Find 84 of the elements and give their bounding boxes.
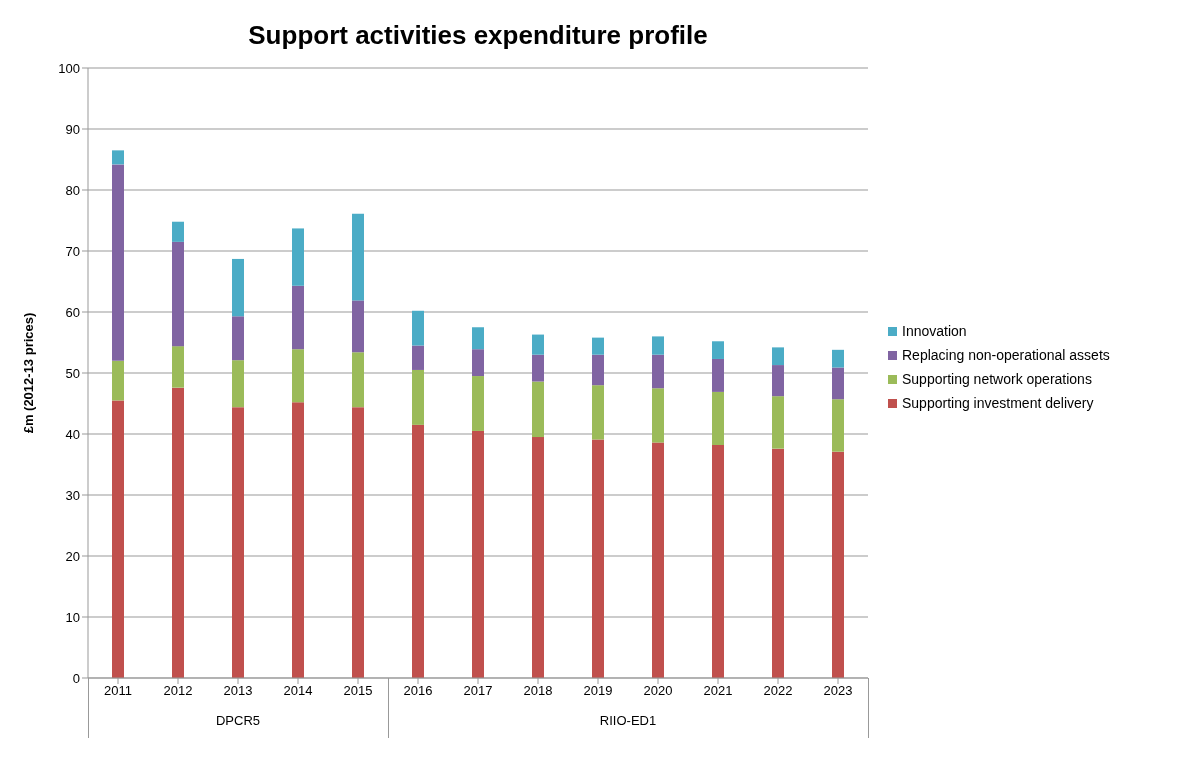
bar [712,358,724,392]
bar [412,310,424,346]
bar [412,369,424,425]
bar [772,347,784,366]
bar [832,349,844,368]
bar [112,360,124,401]
x-tick-label: 2015 [343,683,373,699]
bar [652,442,664,678]
bar [592,354,604,386]
bar [292,349,304,403]
bar [232,360,244,408]
bar [172,387,184,678]
bar [832,367,844,400]
legend-label: Replacing non-operational assets [902,347,1110,363]
y-tick-label: 40 [65,426,80,442]
bar [472,430,484,678]
bar [472,376,484,431]
y-axis-title: £m (2012-13 prices) [20,312,36,434]
bar [652,388,664,443]
x-tick-label: 2017 [463,683,493,699]
bar [532,381,544,438]
bar [532,437,544,678]
y-tick-label: 50 [65,365,80,381]
bar [652,336,664,355]
x-tick-label: 2013 [223,683,253,699]
text: DPCR5 [214,713,262,728]
chart-title: Support activities expenditure profile [247,20,709,51]
legend-label: Innovation [902,323,967,339]
bar [592,439,604,678]
bar [832,399,844,452]
bar [472,349,484,377]
bar [292,228,304,286]
x-tick-label: 2011 [104,683,132,699]
y-tick-label: 30 [65,487,80,503]
bar [112,400,124,678]
bar [712,444,724,678]
bar [772,396,784,449]
x-tick-label: 2014 [283,683,313,699]
text: RIIO-ED1 [598,713,658,728]
bar [772,448,784,678]
y-tick-label: 70 [65,243,80,259]
bar [352,300,364,353]
y-tick-label: 60 [65,304,80,320]
bar [652,354,664,389]
bar [352,407,364,678]
bar [532,354,544,382]
bar [352,213,364,301]
y-tick-label: 20 [65,548,80,564]
bar [292,285,304,350]
x-tick-label: 2019 [583,683,613,699]
bar [412,424,424,678]
legend-label: Supporting investment delivery [902,395,1094,411]
y-tick-label: 90 [65,121,80,137]
bar [172,346,184,388]
bar [472,327,484,350]
bar [352,352,364,408]
bar [112,150,124,165]
legend-label: Supporting network operations [902,371,1092,387]
bar [832,451,844,678]
x-tick-label: 2022 [763,683,793,699]
y-tick-label: 80 [65,182,80,198]
x-tick-label: 2012 [163,683,193,699]
bar [292,402,304,678]
bar [232,407,244,678]
bar [112,164,124,361]
x-tick-label: 2020 [643,683,673,699]
y-tick-label: 10 [65,609,80,625]
x-tick-label: 2016 [403,683,433,699]
y-tick-label: 100 [58,60,80,76]
bar [592,337,604,355]
x-tick-label: 2021 [703,683,733,699]
bar [172,221,184,242]
x-tick-label: 2023 [823,683,853,699]
x-tick-label: 2018 [523,683,553,699]
bar [532,334,544,355]
bar [232,258,244,317]
bar [772,365,784,397]
bar [172,241,184,347]
bar [232,316,244,361]
bar [592,385,604,440]
y-tick-label: 0 [72,670,80,686]
bar [712,341,724,359]
bar [412,345,424,370]
bar [712,391,724,445]
